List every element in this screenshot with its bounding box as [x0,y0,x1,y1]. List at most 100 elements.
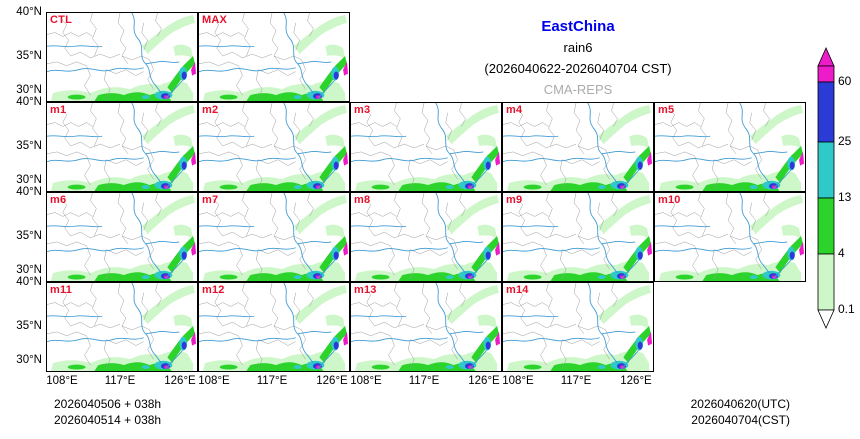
valid-time-block: 2026040620(UTC) 2026040704(CST) [691,396,790,428]
init-time-line-2: 2026040514 + 038h [54,413,162,427]
map-panel: m1 [46,102,198,192]
colorbar-above-max-triangle [817,47,835,67]
map-panel: MAX [198,12,350,102]
y-axis-label: 40°N [16,6,42,18]
title-valid-period: (2026040622-2026040704 CST) [484,61,672,76]
y-axis-label: 40°N [16,276,42,288]
rivers-coastline [47,193,184,280]
colorbar-segment-cyan [817,141,835,199]
valid-time-utc: 2026040620(UTC) [690,397,790,411]
y-axis-label: 30°N [16,264,42,276]
map-graphic [655,103,805,191]
title-variable: rain6 [563,40,593,55]
province-borders [503,193,618,280]
colorbar-label-0p1: 0.1 [838,302,855,316]
precip-shading-green [371,236,500,281]
map-graphic [47,283,197,371]
colorbar-segment-lightgreen [817,253,835,311]
province-borders [351,103,466,190]
x-axis-label: 126°E [164,375,196,387]
y-axis-label: 30°N [16,354,42,366]
province-borders [503,283,618,370]
map-panel: m13 [350,282,502,372]
panel-label: m12 [202,284,225,296]
province-borders [199,103,314,190]
panel-label: m14 [506,284,529,296]
rivers-coastline [351,103,488,190]
province-borders [199,13,314,100]
x-axis-label: 108°E [198,375,230,387]
map-panel: m14 [502,282,654,372]
map-panel: m5 [654,102,806,192]
x-axis-label: 126°E [316,375,348,387]
colorbar-segment-blue [817,81,835,143]
rivers-coastline [47,283,184,370]
panel-label: m2 [202,104,219,116]
panel-label: m11 [50,284,73,296]
rivers-coastline [199,193,336,280]
map-graphic [47,13,197,101]
x-axis-label: 108°E [350,375,382,387]
map-panel: m6 [46,192,198,282]
panel-label: MAX [202,14,228,26]
y-axis-label: 35°N [16,230,42,242]
panel-label: m4 [506,104,523,116]
map-panel: m2 [198,102,350,192]
map-panel: m11 [46,282,198,372]
rivers-coastline [199,103,336,190]
map-graphic [503,283,653,371]
x-axis-label: 117°E [256,375,288,387]
x-axis-label: 117°E [104,375,136,387]
y-axis-label: 40°N [16,96,42,108]
colorbar-label-13: 13 [838,190,852,204]
map-graphic [47,193,197,281]
province-borders [47,193,162,280]
map-panel: m8 [350,192,502,282]
valid-time-cst: 2026040704(CST) [691,413,790,427]
y-axis-label: 40°N [16,186,42,198]
province-borders [47,283,162,370]
province-borders [47,13,162,100]
y-axis-label: 35°N [16,320,42,332]
province-borders [655,193,770,280]
map-panel: m4 [502,102,654,192]
title-region: EastChina [541,18,615,35]
panel-label: m7 [202,194,219,206]
y-axis-label: 30°N [16,174,42,186]
colorbar-label-60: 60 [838,74,852,88]
rivers-coastline [351,193,488,280]
map-graphic [199,283,349,371]
rivers-coastline [47,103,184,190]
rivers-coastline [503,193,640,280]
panel-label: m8 [354,194,371,206]
y-axis-label: 35°N [16,50,42,62]
map-panel: m7 [198,192,350,282]
map-graphic [503,103,653,191]
panel-label: m5 [658,104,675,116]
colorbar-below-min-triangle [817,309,835,329]
panel-label: CTL [50,14,72,26]
rivers-coastline [503,103,640,190]
rivers-coastline [503,283,640,370]
x-axis-label: 117°E [560,375,592,387]
province-borders [351,283,466,370]
x-axis-label: 117°E [408,375,440,387]
map-graphic [199,13,349,101]
map-panel: CTL [46,12,198,102]
x-axis-label: 108°E [502,375,534,387]
y-axis-label: 35°N [16,140,42,152]
province-borders [655,103,770,190]
map-graphic [199,193,349,281]
map-panel: m3 [350,102,502,192]
province-borders [503,103,618,190]
init-time-line-1: 2026040506 + 038h [54,397,162,411]
colorbar-segment-green [817,197,835,255]
colorbar-label-25: 25 [838,134,852,148]
rivers-coastline [655,103,792,190]
province-borders [47,103,162,190]
map-graphic [199,103,349,191]
map-graphic [351,193,501,281]
y-axis-label: 30°N [16,84,42,96]
map-graphic [655,193,805,281]
province-borders [199,193,314,280]
